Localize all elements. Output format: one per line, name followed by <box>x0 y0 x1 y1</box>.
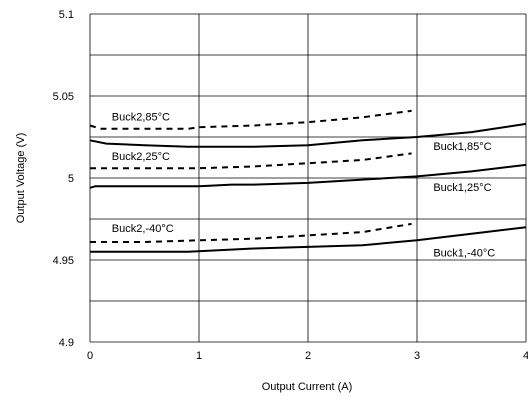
series-annotation: Buck1,-40°C <box>433 248 495 260</box>
series-annotation: Buck2,85°C <box>112 112 170 124</box>
series-lines <box>89 109 527 253</box>
x-tick-label: 4 <box>523 350 528 362</box>
series-annotation: Buck1,25°C <box>433 182 491 194</box>
series-line <box>89 109 412 130</box>
y-tick-label: 4.9 <box>59 337 74 349</box>
x-tick-label: 1 <box>196 350 202 362</box>
series-line <box>89 122 527 148</box>
series-annotation: Buck2,25°C <box>112 151 170 163</box>
series-annotation: Buck2,-40°C <box>112 223 174 235</box>
x-tick-label: 3 <box>414 350 420 362</box>
grid <box>89 13 527 343</box>
x-tick-label: 0 <box>87 350 93 362</box>
series-annotation: Buck1,85°C <box>433 141 491 153</box>
y-tick-label: 4.95 <box>53 255 74 267</box>
x-tick-label: 2 <box>305 350 311 362</box>
y-axis-label: Output Voltage (V) <box>15 133 27 224</box>
tick-labels: 0 1 2 3 4 4.9 4.95 5 5.05 5.1 <box>53 9 528 362</box>
series-line <box>89 163 527 189</box>
y-tick-label: 5.1 <box>59 9 74 21</box>
x-axis-label: Output Current (A) <box>262 381 352 393</box>
y-tick-label: 5 <box>68 173 74 185</box>
series-annotations: Buck2,85°C Buck1,85°C Buck2,25°C Buck1,25°C… <box>112 112 495 260</box>
series-line <box>90 226 527 253</box>
y-tick-label: 5.05 <box>53 91 74 103</box>
